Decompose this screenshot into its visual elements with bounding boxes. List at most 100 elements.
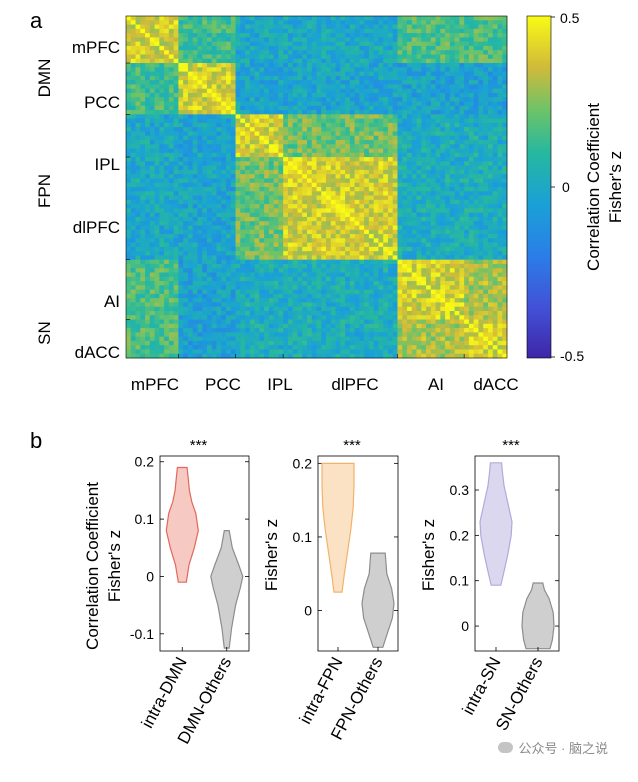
heatmap-cell <box>397 178 403 184</box>
heatmap-cell <box>273 41 279 47</box>
heatmap-cell <box>278 216 284 222</box>
heatmap-cell <box>240 92 246 98</box>
heatmap-cell <box>206 122 213 128</box>
heatmap-cell <box>168 281 175 286</box>
heatmap-cell <box>202 242 208 248</box>
heatmap-cell <box>187 131 194 137</box>
heatmap-cell <box>411 276 417 282</box>
heatmap-cell <box>326 127 332 132</box>
heatmap-cell <box>216 71 222 77</box>
heatmap-cell <box>392 234 398 239</box>
heatmap-cell <box>135 84 141 90</box>
heatmap-cell <box>406 182 413 188</box>
heatmap-cell <box>492 71 498 77</box>
heatmap-cell <box>378 58 384 64</box>
heatmap-cell <box>211 105 217 111</box>
heatmap-cell <box>502 16 508 21</box>
heatmap-cell <box>159 165 165 171</box>
heatmap-cell <box>421 208 427 214</box>
heatmap-cell <box>183 174 189 179</box>
heatmap-cell <box>221 182 227 188</box>
heatmap-cell <box>135 212 141 218</box>
heatmap-cell <box>445 187 451 192</box>
heatmap-cell <box>292 148 298 154</box>
heatmap-cell <box>297 246 303 252</box>
heatmap-cell <box>164 24 170 30</box>
heatmap-cell <box>164 101 170 107</box>
heatmap-cell <box>354 157 360 162</box>
heatmap-cell <box>154 114 160 120</box>
heatmap-cell <box>130 281 136 286</box>
heatmap-cell <box>287 33 294 38</box>
heatmap-cell <box>373 118 379 124</box>
heatmap-cell <box>387 97 394 102</box>
heatmap-cell <box>178 191 184 196</box>
heatmap-cell <box>221 92 227 98</box>
heatmap-cell <box>402 41 408 47</box>
heatmap-cell <box>430 221 436 226</box>
heatmap-cell <box>126 101 132 107</box>
heatmap-cell <box>273 88 279 94</box>
heatmap-cell <box>330 127 336 132</box>
heatmap-cell <box>226 127 232 132</box>
heatmap-cell <box>392 24 398 30</box>
heatmap-cell <box>302 259 308 265</box>
heatmap-cell <box>216 238 222 243</box>
heatmap-cell <box>159 238 165 243</box>
heatmap-cell <box>430 263 436 269</box>
heatmap-cell <box>283 255 289 261</box>
heatmap-cell <box>459 242 465 248</box>
heatmap-cell <box>421 58 427 64</box>
heatmap-cell <box>216 80 222 85</box>
heatmap-cell <box>145 122 151 128</box>
heatmap-cell <box>264 157 270 162</box>
heatmap-cell <box>226 187 232 192</box>
heatmap-cell <box>164 229 170 235</box>
heatmap-cell <box>340 178 346 184</box>
heatmap-cell <box>159 80 165 85</box>
heatmap-cell <box>492 67 498 72</box>
heatmap-cell <box>159 105 165 111</box>
heatmap-cell <box>316 229 322 235</box>
heatmap-cell <box>221 110 227 115</box>
heatmap-cell <box>235 169 241 175</box>
heatmap-cell <box>397 234 403 239</box>
heatmap-cell <box>387 28 394 34</box>
heatmap-cell <box>226 88 232 94</box>
heatmap-cell <box>216 67 222 72</box>
heatmap-cell <box>211 80 217 85</box>
heatmap-cell <box>306 161 313 167</box>
heatmap-cell <box>449 114 456 120</box>
heatmap-cell <box>187 71 194 77</box>
heatmap-cell <box>126 195 132 201</box>
heatmap-cell <box>140 251 146 256</box>
heatmap-cell <box>359 212 365 218</box>
heatmap-cell <box>330 182 336 188</box>
heatmap-cell <box>387 195 394 201</box>
heatmap-cell <box>206 251 213 256</box>
heatmap-cell <box>145 75 151 81</box>
heatmap-cell <box>206 216 213 222</box>
heatmap-cell <box>449 221 456 226</box>
heatmap-cell <box>249 259 255 265</box>
heatmap-cell <box>268 135 275 141</box>
heatmap-cell <box>478 199 484 205</box>
heatmap-cell <box>387 263 394 269</box>
heatmap-cell <box>354 229 360 235</box>
heatmap-cell <box>135 157 141 162</box>
heatmap-cell <box>435 110 441 115</box>
heatmap-cell <box>426 272 432 278</box>
heatmap-cell <box>354 88 360 94</box>
heatmap-cell <box>387 148 394 154</box>
heatmap-cell <box>421 75 427 81</box>
heatmap-cell <box>368 92 375 98</box>
heatmap-cell <box>383 58 389 64</box>
heatmap-cell <box>240 75 246 81</box>
heatmap-cell <box>335 191 341 196</box>
heatmap-cell <box>416 33 422 38</box>
heatmap-cell <box>216 144 222 149</box>
heatmap-cell <box>492 199 498 205</box>
heatmap-cell <box>378 178 384 184</box>
heatmap-cell <box>283 204 289 209</box>
heatmap-cell <box>416 251 422 256</box>
